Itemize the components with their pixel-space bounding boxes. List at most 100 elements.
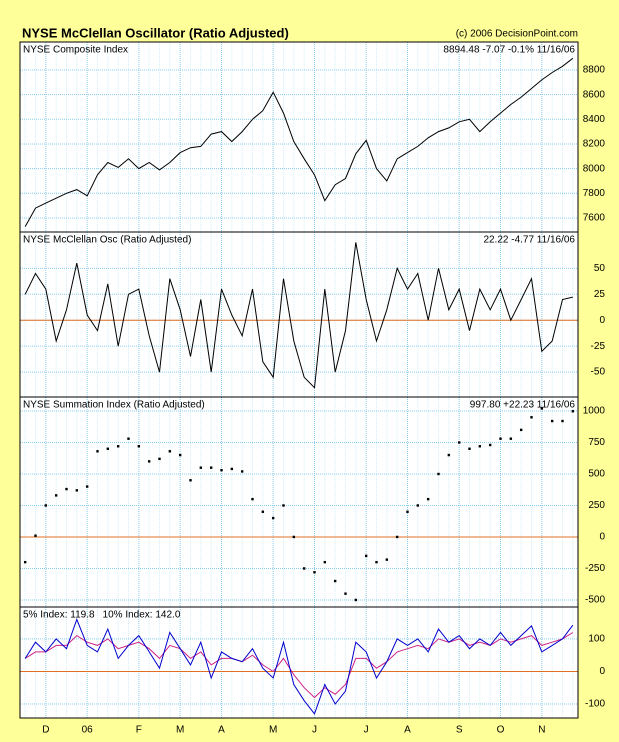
dot bbox=[447, 453, 451, 457]
y-tick-label: 8000 bbox=[583, 163, 606, 174]
dot bbox=[540, 407, 544, 410]
dot bbox=[478, 445, 482, 448]
dot bbox=[550, 419, 554, 423]
dot bbox=[220, 468, 223, 472]
dot bbox=[571, 410, 575, 413]
panel bbox=[20, 397, 578, 607]
panel-border bbox=[19, 606, 579, 719]
panel-annotation: 22.22 -4.77 11/16/06 bbox=[483, 235, 575, 246]
y-tick-label: 0 bbox=[599, 315, 605, 326]
y-tick-label: 100 bbox=[588, 634, 605, 645]
dot bbox=[127, 437, 130, 440]
x-tick-label: O bbox=[497, 725, 505, 736]
x-tick-label: M bbox=[269, 725, 277, 736]
dot bbox=[271, 516, 275, 520]
dot bbox=[519, 428, 523, 432]
dot bbox=[426, 497, 430, 501]
dot bbox=[261, 510, 265, 513]
y-tick-label: -250 bbox=[585, 563, 605, 574]
x-tick-label: N bbox=[538, 725, 545, 736]
dot bbox=[499, 437, 502, 440]
y-tick-label: 8400 bbox=[583, 114, 606, 125]
series-line bbox=[24, 242, 573, 389]
y-tick-label: -500 bbox=[585, 595, 605, 606]
panel-title: NYSE McClellan Osc (Ratio Adjusted) bbox=[23, 235, 191, 246]
x-tick-label: A bbox=[404, 725, 411, 736]
dot bbox=[168, 450, 172, 453]
dot bbox=[209, 466, 213, 469]
dot bbox=[106, 447, 110, 450]
panel bbox=[20, 42, 578, 232]
dot bbox=[333, 579, 337, 583]
x-tick-label: F bbox=[136, 725, 142, 736]
credit: (c) 2006 DecisionPoint.com bbox=[456, 29, 578, 40]
x-tick-label: M bbox=[176, 725, 184, 736]
dot bbox=[65, 487, 68, 491]
dot bbox=[34, 534, 37, 537]
dot bbox=[468, 447, 471, 450]
dot bbox=[137, 445, 141, 448]
dot bbox=[344, 592, 347, 595]
dot bbox=[364, 554, 368, 558]
x-tick-label: J bbox=[364, 725, 369, 736]
dot bbox=[406, 510, 409, 513]
x-tick-label: D bbox=[42, 725, 49, 736]
panel-title: NYSE Summation Index (Ratio Adjusted) bbox=[23, 400, 205, 411]
series-line bbox=[24, 632, 574, 699]
panel-annotation: 8894.48 -7.07 -0.1% 11/16/06 bbox=[443, 45, 575, 56]
dot bbox=[116, 445, 120, 448]
dot bbox=[385, 558, 389, 561]
y-tick-label: 0 bbox=[599, 532, 605, 543]
dot bbox=[313, 571, 316, 574]
y-tick-label: 7600 bbox=[583, 213, 606, 224]
dot bbox=[54, 494, 58, 497]
dot bbox=[530, 416, 533, 419]
x-tick-label: 06 bbox=[82, 725, 94, 736]
dot bbox=[251, 497, 254, 501]
y-tick-label: 0 bbox=[599, 666, 605, 677]
dot bbox=[85, 485, 89, 488]
dot bbox=[147, 460, 151, 463]
dot bbox=[302, 567, 306, 570]
y-tick-label: 250 bbox=[588, 500, 605, 511]
dot bbox=[199, 466, 203, 469]
panel-annotation: 997.80 +22.23 11/16/06 bbox=[470, 400, 576, 411]
y-tick-label: 8800 bbox=[583, 65, 606, 76]
chart-title: NYSE McClellan Oscillator (Ratio Adjuste… bbox=[22, 25, 289, 40]
dot bbox=[561, 419, 564, 423]
dot bbox=[23, 560, 27, 564]
dot bbox=[178, 453, 182, 457]
y-tick-label: 500 bbox=[588, 469, 605, 480]
y-tick-label: -50 bbox=[591, 367, 606, 378]
dot bbox=[44, 504, 48, 507]
legend-entry: 5% Index: 119.8 bbox=[23, 610, 95, 621]
dot bbox=[354, 598, 358, 602]
dot bbox=[488, 443, 492, 447]
dot bbox=[158, 457, 161, 461]
y-tick-label: 750 bbox=[588, 437, 605, 448]
y-tick-label: 1000 bbox=[583, 406, 606, 417]
legend-entry: 10% Index: 142.0 bbox=[103, 610, 181, 621]
x-tick-label: A bbox=[218, 725, 225, 736]
y-tick-label: -25 bbox=[591, 341, 606, 352]
dot bbox=[240, 470, 244, 473]
dot bbox=[96, 450, 99, 453]
dot bbox=[323, 560, 327, 564]
y-tick-label: 7800 bbox=[583, 188, 606, 199]
dot bbox=[416, 504, 420, 507]
dot bbox=[282, 504, 285, 507]
dot bbox=[375, 560, 378, 564]
panel-title: NYSE Composite Index bbox=[23, 45, 128, 56]
dot bbox=[395, 535, 399, 539]
y-tick-label: -100 bbox=[585, 699, 605, 710]
x-tick-label: S bbox=[456, 725, 463, 736]
panel bbox=[20, 607, 578, 718]
y-tick-label: 25 bbox=[594, 289, 606, 300]
dot bbox=[437, 472, 440, 476]
y-tick-label: 8600 bbox=[583, 89, 606, 100]
y-tick-label: 8200 bbox=[583, 139, 606, 150]
dot bbox=[189, 479, 192, 482]
dot bbox=[292, 535, 296, 539]
series-line bbox=[24, 617, 574, 715]
series-line bbox=[24, 57, 574, 227]
